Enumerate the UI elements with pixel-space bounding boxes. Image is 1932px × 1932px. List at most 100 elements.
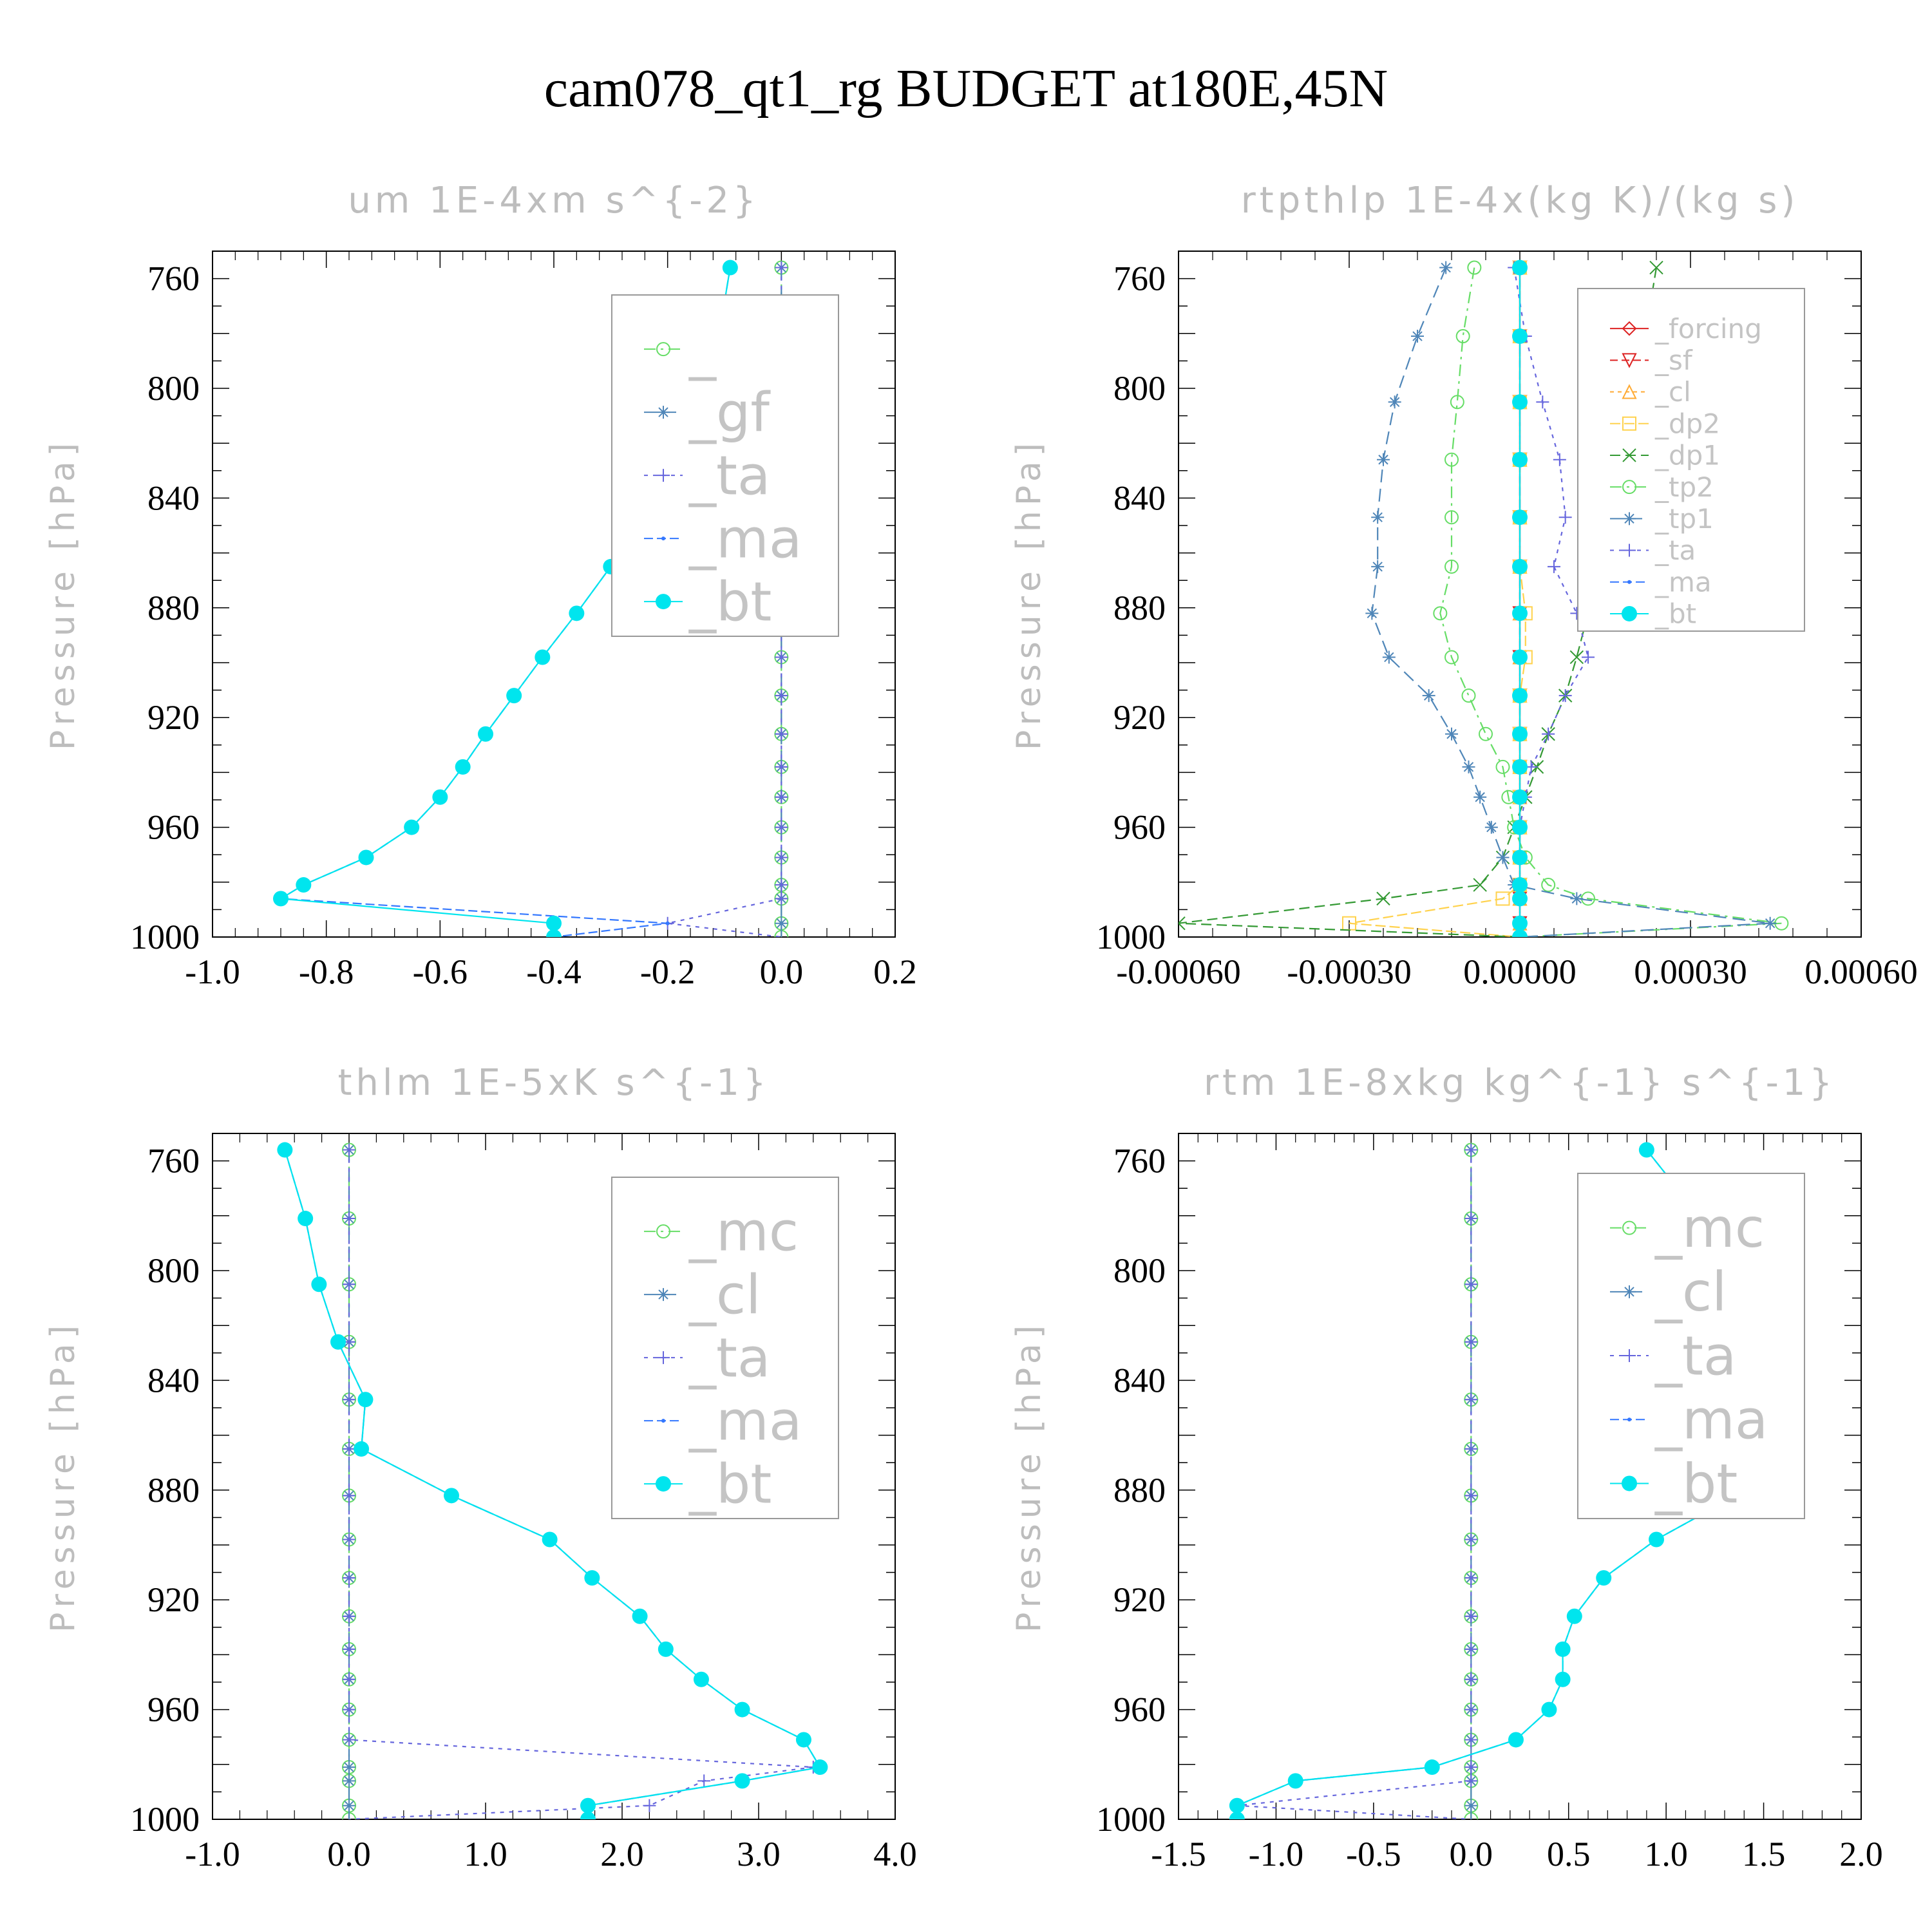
legend-marker	[1623, 1285, 1636, 1298]
data-point	[1464, 1774, 1478, 1788]
data-point	[775, 689, 788, 703]
x-tick-label: 0.00030	[1634, 952, 1747, 991]
data-point	[1512, 915, 1528, 931]
data-point	[357, 1392, 374, 1408]
x-tick-label: 0.0	[760, 952, 804, 991]
x-tick-label: 0.00000	[1463, 952, 1577, 991]
legend: _forcing_sf_cl_dp2_dp1_tp2_tp1_ta_ma_bt	[1577, 288, 1805, 632]
data-point	[444, 1488, 459, 1504]
legend-marker	[1623, 1349, 1636, 1363]
x-tick-label: -0.00030	[1287, 952, 1411, 991]
data-point	[1464, 1571, 1478, 1585]
data-point	[1763, 916, 1777, 930]
y-axis-label: Pressure [hPa]	[1010, 438, 1048, 750]
data-point	[1464, 1703, 1478, 1716]
data-point	[775, 261, 788, 274]
data-point	[1569, 650, 1584, 665]
y-tick-label: 840	[1113, 1361, 1166, 1399]
data-point	[1473, 878, 1487, 892]
legend-marker	[656, 342, 670, 357]
legend-label: _mc	[1654, 1197, 1765, 1260]
legend-marker	[1622, 448, 1636, 462]
data-point	[1479, 726, 1493, 741]
data-point	[1450, 395, 1464, 410]
data-point	[775, 892, 788, 905]
data-point	[1512, 789, 1528, 805]
data-point	[1512, 394, 1528, 410]
data-point	[1464, 1489, 1478, 1502]
legend-marker	[657, 1288, 670, 1302]
legend-marker	[657, 1351, 670, 1365]
panel-title: rtpthlp 1E-4x(kg K)/(kg s)	[1241, 180, 1799, 222]
data-point	[506, 688, 522, 704]
data-point	[1464, 1799, 1478, 1812]
data-point	[1512, 688, 1528, 704]
plot-frame	[212, 1133, 896, 1820]
data-point	[1464, 1672, 1478, 1686]
data-point	[1377, 453, 1390, 466]
data-point	[1548, 560, 1560, 573]
data-point	[1455, 329, 1470, 344]
data-point	[1179, 916, 1186, 931]
data-point	[1512, 819, 1528, 835]
data-point	[1541, 878, 1556, 893]
legend-marker	[657, 406, 670, 419]
legend-marker	[1627, 1417, 1631, 1422]
y-tick-label: 840	[1113, 478, 1166, 517]
x-tick-label: -1.5	[1151, 1835, 1206, 1873]
data-point	[658, 1641, 674, 1657]
data-point	[1464, 1278, 1478, 1291]
legend-label: _bt	[688, 1453, 772, 1516]
data-point	[343, 1442, 355, 1455]
data-point	[1444, 559, 1459, 574]
legend-label: _cl	[688, 1264, 761, 1327]
x-tick-label: -0.6	[413, 952, 468, 991]
y-tick-label: 1000	[1096, 918, 1166, 956]
legend-label: _tp2	[1654, 471, 1714, 503]
data-point	[1553, 453, 1566, 466]
data-point	[1229, 1797, 1245, 1814]
y-tick-label: 800	[147, 1251, 200, 1290]
data-point	[1649, 1531, 1664, 1548]
legend-label: _	[688, 318, 717, 381]
data-point	[1371, 511, 1385, 524]
legend-label: _cl	[1654, 376, 1691, 408]
data-point	[1495, 891, 1510, 906]
y-tick-label: 920	[1113, 1580, 1166, 1619]
data-point	[455, 759, 471, 775]
y-tick-label: 1000	[130, 918, 200, 956]
data-point	[1371, 560, 1385, 573]
data-point	[775, 727, 788, 741]
data-point	[1512, 849, 1528, 866]
data-point	[546, 929, 562, 937]
y-tick-label: 840	[147, 478, 200, 517]
legend-marker	[661, 1419, 665, 1423]
data-point	[569, 605, 585, 621]
x-tick-label: 3.0	[737, 1835, 781, 1873]
data-point	[478, 726, 493, 742]
x-tick-label: 2.0	[1839, 1835, 1883, 1873]
data-point	[734, 1773, 750, 1789]
legend-marker	[661, 536, 665, 541]
x-tick-label: 2.0	[600, 1835, 644, 1873]
data-point	[542, 1531, 558, 1548]
data-point	[632, 1608, 648, 1624]
data-point	[775, 820, 788, 834]
data-point	[343, 1703, 355, 1716]
data-point	[665, 921, 670, 925]
data-point	[1467, 260, 1482, 275]
data-point	[1570, 892, 1584, 905]
data-point	[432, 789, 448, 805]
data-point	[1424, 1759, 1440, 1776]
data-point	[404, 819, 420, 835]
legend-label: _gf	[688, 381, 771, 444]
data-point	[546, 915, 562, 931]
legend: _mc_cl_ta_ma_bt	[611, 1177, 839, 1519]
series-layer	[1179, 260, 1789, 937]
legend-label: _ta	[1654, 1324, 1736, 1387]
data-point	[1464, 1609, 1478, 1623]
legend-label: _ta	[688, 444, 770, 507]
data-point	[1512, 877, 1528, 893]
legend-marker	[1622, 384, 1637, 399]
